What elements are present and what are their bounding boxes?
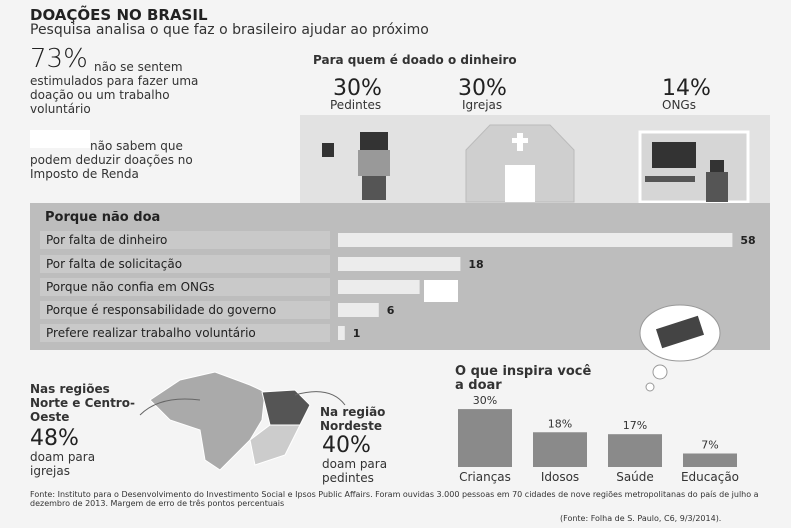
row-band [40,231,330,249]
region-text: doam para igrejas [30,450,96,478]
region-text: doam para pedintes [322,457,388,485]
map-north [149,371,266,471]
inspire-title: O que inspira você a doar [455,364,592,393]
region-value: 40% [322,433,371,458]
reason-label: Prefere realizar trabalho voluntário [46,326,256,340]
map-northeast [261,389,311,426]
subtitle: Pesquisa analisa o que faz o brasileiro … [30,22,429,38]
reason-label: Por falta de solicitação [46,257,182,271]
money-icon [655,315,705,349]
stat-text: não sabem que podem deduzir doações no I… [30,139,193,181]
row-band [40,301,330,319]
monitor [652,142,696,168]
masked-value [30,130,90,148]
person-head [360,132,388,150]
church-door [505,165,535,202]
bar [338,280,420,294]
bar [338,303,379,317]
map-south [249,424,301,466]
thought-bubble [652,364,668,380]
reason-label: Porque é responsabilidade do governo [46,303,276,317]
recipient-value: 14% [662,76,711,101]
stat-value: 73% [30,44,88,74]
bar [533,432,587,467]
worker-head [710,160,724,172]
region-value: 48% [30,426,79,451]
recipient-name: Igrejas [462,98,503,112]
category-label: Crianças [459,470,511,484]
category-label: Idosos [541,470,579,484]
bar [683,453,737,467]
title: DOAÇÕES NO BRASIL [30,6,208,24]
desk [645,176,695,182]
category-label: Educação [681,470,739,484]
value-label: 1 [353,327,361,340]
reason-label: Por falta de dinheiro [46,233,167,247]
church [465,124,575,203]
row-band [40,255,330,273]
region-title: Nas regiões Norte e Centro-Oeste [30,382,135,424]
bar [338,257,461,271]
reasons-chart: Por falta de dinheiro 58 Por falta de soli… [40,231,756,342]
recipient-name: ONGs [662,98,696,112]
reason-label: Porque não confia em ONGs [46,280,215,294]
value-label: 17% [623,419,647,432]
row-band [40,278,330,296]
source: Fonte: Instituto para o Desenvolvimento … [30,490,759,508]
bar [608,434,662,467]
map-pointer [294,391,346,406]
value-label: 18% [548,417,572,430]
reasons-title: Porque não doa [45,210,161,225]
recipient-value: 30% [333,76,382,101]
region-title: Na região Nordeste [320,405,386,433]
inspire-chart: 30% Crianças 18% Idosos 17% Saúde 7% Educação [458,394,739,484]
recipient-name: Pedintes [330,98,382,112]
value-label: 6 [387,304,395,317]
category-label: Saúde [616,470,654,484]
credit: (Fonte: Folha de S. Paulo, C6, 9/3/2014)… [560,514,722,523]
worker-body [706,172,728,202]
map-pointer [139,398,201,416]
cross [512,138,528,143]
person-legs [362,176,386,200]
masked-label [424,280,458,302]
thought-bubble [645,382,655,392]
bar [338,326,345,340]
value-label: 7% [701,438,718,451]
stat-text: não se sentem estimulados para fazer uma… [30,60,199,116]
bar [338,233,733,247]
bar [458,409,512,467]
value-label: 58 [740,234,755,247]
cup [322,143,334,157]
recipient-value: 30% [458,76,507,101]
person-body [358,150,390,176]
value-label: 30% [473,394,497,407]
recipients-title: Para quem é doado o dinheiro [313,53,517,67]
row-band [40,324,330,342]
value-label: 18 [468,258,483,271]
